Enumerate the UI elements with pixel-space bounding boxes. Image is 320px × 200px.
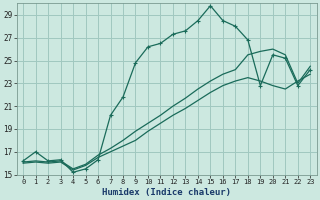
X-axis label: Humidex (Indice chaleur): Humidex (Indice chaleur) bbox=[102, 188, 231, 197]
